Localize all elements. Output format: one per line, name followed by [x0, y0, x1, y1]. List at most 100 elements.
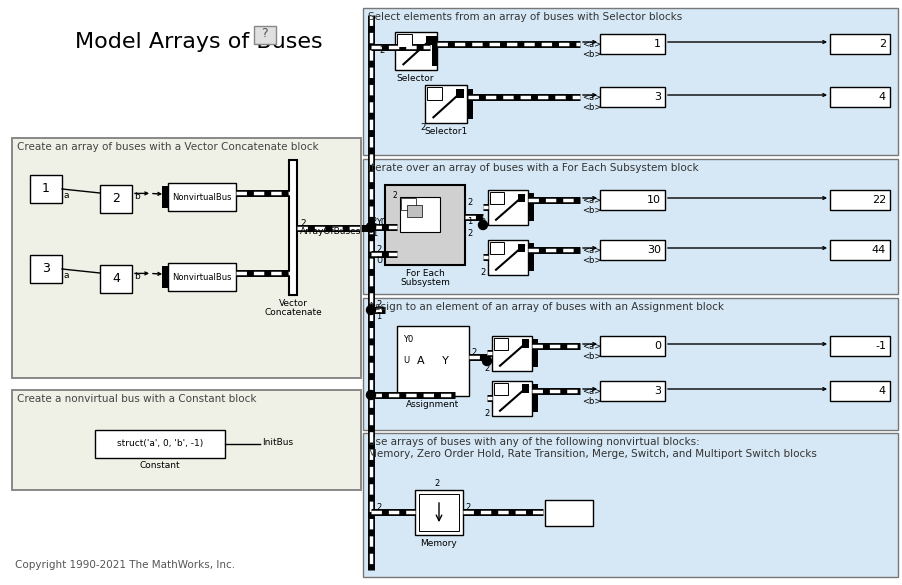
Bar [397, 34, 411, 47]
Bar [487, 190, 528, 225]
Text: 4: 4 [878, 92, 885, 102]
Bar [829, 240, 889, 260]
Text: 30: 30 [647, 245, 660, 255]
Text: <b>: <b> [582, 256, 601, 265]
Circle shape [482, 356, 491, 366]
Bar [12, 138, 361, 378]
Bar [829, 336, 889, 356]
Bar [384, 185, 465, 265]
Bar [493, 338, 508, 350]
Bar [531, 339, 538, 367]
Text: 10: 10 [647, 195, 660, 205]
Text: <b>: <b> [582, 103, 601, 112]
Text: Y0: Y0 [375, 218, 386, 227]
Bar [521, 339, 529, 348]
Bar [545, 501, 593, 526]
Bar [100, 185, 132, 213]
Text: Constant: Constant [140, 461, 180, 470]
Bar [492, 381, 531, 416]
Circle shape [366, 391, 375, 400]
Text: Use arrays of buses with any of the following nonvirtual blocks:: Use arrays of buses with any of the foll… [368, 437, 699, 447]
Text: <a>: <a> [582, 342, 601, 351]
Text: a: a [64, 271, 69, 280]
Text: Model Arrays of Buses: Model Arrays of Buses [75, 32, 322, 52]
Bar [599, 190, 664, 210]
Text: b: b [133, 192, 140, 201]
Text: 2: 2 [483, 364, 489, 373]
Bar [829, 190, 889, 210]
Bar [425, 85, 466, 123]
Text: 1: 1 [466, 216, 472, 225]
Text: Y0: Y0 [402, 336, 413, 345]
Bar [30, 175, 62, 203]
Text: Create an array of buses with a Vector Concatenate block: Create an array of buses with a Vector C… [17, 142, 318, 152]
Bar [829, 34, 889, 54]
Bar [426, 36, 434, 45]
Circle shape [478, 221, 487, 229]
Text: <a>: <a> [582, 40, 601, 49]
Text: -1: -1 [874, 341, 885, 351]
Text: Memory, Zero Order Hold, Rate Transition, Merge, Switch, and Multiport Switch bl: Memory, Zero Order Hold, Rate Transition… [368, 449, 816, 459]
Text: 1: 1 [653, 39, 660, 49]
Text: 2: 2 [480, 218, 484, 227]
Text: 2: 2 [483, 409, 489, 418]
Text: 2: 2 [375, 300, 381, 309]
Bar [518, 194, 525, 202]
Circle shape [366, 222, 375, 232]
Text: Vector: Vector [278, 299, 307, 308]
Bar [599, 381, 664, 401]
Bar [419, 494, 458, 531]
Bar [528, 193, 533, 221]
Text: 1: 1 [375, 312, 381, 321]
Text: 22: 22 [870, 195, 885, 205]
Text: Selector: Selector [396, 74, 433, 83]
Text: <b>: <b> [582, 206, 601, 215]
Text: 2: 2 [375, 245, 381, 254]
Bar [363, 8, 897, 155]
Bar [397, 326, 468, 396]
Bar [492, 336, 531, 371]
Text: b: b [133, 273, 140, 281]
Bar [363, 159, 897, 294]
Text: Concatenate: Concatenate [263, 308, 321, 317]
Bar [599, 336, 664, 356]
Bar [407, 205, 421, 217]
Bar [12, 390, 361, 490]
Text: Subsystem: Subsystem [400, 278, 449, 287]
Bar [253, 26, 276, 44]
Bar [599, 87, 664, 107]
Circle shape [366, 223, 375, 232]
Bar [363, 433, 897, 577]
Text: <b>: <b> [582, 397, 601, 406]
Bar [829, 381, 889, 401]
Bar [599, 34, 664, 54]
Text: 2: 2 [375, 504, 381, 512]
Text: Assignment: Assignment [406, 400, 459, 409]
Text: 3: 3 [653, 92, 660, 102]
Bar [161, 266, 168, 288]
Text: <a>: <a> [582, 246, 601, 255]
Bar [289, 160, 297, 295]
Text: Selector1: Selector1 [424, 127, 467, 136]
Bar [100, 265, 132, 293]
Text: 2: 2 [372, 216, 376, 225]
Text: U: U [402, 356, 409, 366]
Text: struct('a', 0, 'b', -1): struct('a', 0, 'b', -1) [116, 439, 203, 449]
Bar [490, 192, 503, 204]
Text: Select elements from an array of buses with Selector blocks: Select elements from an array of buses w… [368, 12, 682, 22]
Bar [12, 390, 361, 490]
Text: 2: 2 [379, 46, 384, 55]
Bar [531, 384, 538, 412]
Bar [168, 183, 235, 211]
Bar [466, 89, 473, 119]
Bar [599, 240, 664, 260]
Text: 2: 2 [878, 39, 885, 49]
Text: 2: 2 [466, 229, 472, 238]
Text: A     Y: A Y [417, 356, 448, 366]
Text: 3: 3 [653, 386, 660, 396]
Text: 1: 1 [42, 183, 50, 195]
Text: 4: 4 [112, 273, 120, 285]
Text: 2: 2 [480, 268, 484, 277]
Bar [12, 138, 361, 378]
Bar [487, 240, 528, 275]
